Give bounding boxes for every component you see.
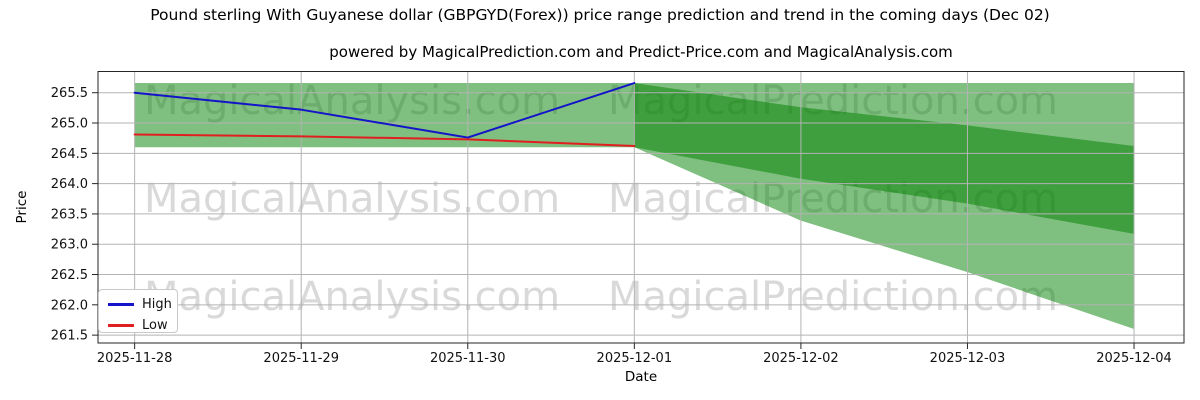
y-tick-label: 265.0	[51, 117, 88, 132]
history-range-band	[134, 83, 635, 148]
x-tick-label: 2025-12-04	[1096, 351, 1172, 366]
high-line	[133, 82, 636, 139]
low-line-swatch	[108, 323, 134, 327]
y-tick-label: 263.0	[51, 238, 88, 253]
legend-label-high: High	[142, 296, 172, 312]
chart-subtitle: powered by MagicalPrediction.com and Pre…	[329, 43, 953, 61]
watermark-text: MagicalAnalysis.com	[144, 274, 560, 320]
x-tick-label: 2025-12-03	[930, 351, 1006, 366]
y-tick-label: 265.5	[51, 86, 88, 101]
y-axis-label: Price	[14, 190, 30, 224]
legend: High Low	[98, 289, 178, 333]
x-axis-label: Date	[624, 369, 658, 385]
x-tick-label: 2025-11-30	[430, 351, 506, 366]
legend-item-low: Low	[108, 317, 177, 333]
low-line	[133, 133, 636, 148]
y-tick-label: 263.5	[51, 207, 88, 222]
y-tick-label: 264.5	[51, 147, 88, 162]
x-tick-label: 2025-12-02	[763, 351, 839, 366]
y-tick-label: 262.5	[51, 268, 88, 283]
x-tick-label: 2025-11-29	[263, 351, 339, 366]
y-tick-label: 262.0	[51, 298, 88, 313]
forecast-low-range-band	[634, 83, 1135, 330]
x-tick-label: 2025-11-28	[97, 351, 173, 366]
y-tick-label: 264.0	[51, 177, 88, 192]
y-tick-label: 261.5	[51, 329, 88, 344]
watermark-text: MagicalAnalysis.com	[144, 176, 560, 222]
watermark-text: MagicalPrediction.com	[608, 274, 1058, 320]
plot-border	[97, 71, 1185, 344]
legend-item-high: High	[108, 296, 177, 312]
x-tick-label: 2025-12-01	[597, 351, 673, 366]
chart-title: Pound sterling With Guyanese dollar (GBP…	[150, 6, 1050, 24]
high-line-swatch	[108, 302, 134, 306]
legend-label-low: Low	[142, 317, 168, 333]
